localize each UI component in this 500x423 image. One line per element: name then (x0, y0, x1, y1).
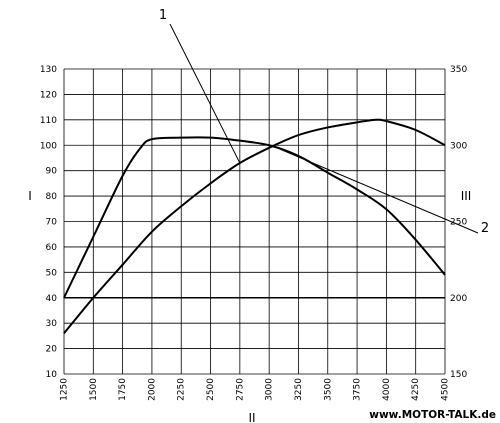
callout-leader-1 (169, 23, 241, 164)
chart-series (63, 118, 446, 334)
x-tick-label: 3250 (294, 378, 304, 401)
y-tick-label: 60 (46, 243, 58, 253)
x-tick-label: 3750 (353, 378, 363, 401)
x-tick-label: 3000 (265, 378, 275, 401)
y2-tick-label: 300 (450, 141, 467, 151)
y-tick-label: 90 (46, 167, 58, 177)
chart-annotations: 12 (159, 8, 489, 236)
y-tick-label: 130 (40, 65, 57, 75)
x-tick-label: 2000 (147, 378, 157, 401)
y2-tick-label: 200 (450, 294, 467, 304)
x-axis-ticks: 1250 1500 1750 2000 2250 2500 2750 3000 3250 3500… (60, 378, 451, 401)
x-tick-label: 2750 (235, 378, 245, 401)
x-tick-label: 2250 (177, 378, 187, 401)
y-tick-label: 120 (40, 90, 57, 100)
x-tick-label: 1250 (60, 378, 70, 401)
y2-tick-label: 150 (450, 370, 467, 380)
y-tick-label: 30 (46, 319, 58, 329)
y-tick-label: 100 (40, 141, 57, 151)
y-tick-label: 50 (46, 268, 58, 278)
y-axis-right-label: III (461, 189, 472, 203)
y-tick-label: 10 (46, 370, 58, 380)
x-tick-label: 3500 (323, 378, 333, 401)
callout-label-1: 1 (159, 8, 167, 23)
y2-tick-label: 350 (450, 65, 467, 75)
callout-leader-2 (280, 149, 479, 234)
watermark-text: www.MOTOR-TALK.de (369, 409, 496, 421)
x-tick-label: 1500 (89, 378, 99, 401)
x-axis-label: II (248, 411, 255, 423)
y-axis-right-ticks: 150 200 250 300 350 (450, 65, 467, 380)
y-tick-label: 110 (40, 116, 57, 126)
y2-tick-label: 250 (450, 218, 467, 228)
series-line-2 (63, 136, 446, 299)
x-tick-label: 4500 (441, 378, 451, 401)
callout-label-2: 2 (481, 221, 489, 236)
x-tick-label: 2500 (206, 378, 216, 401)
x-tick-label: 1750 (118, 378, 128, 401)
y-tick-label: 80 (46, 192, 58, 202)
y-tick-label: 70 (46, 218, 58, 228)
x-tick-label: 4000 (382, 378, 392, 401)
x-tick-label: 4250 (411, 378, 421, 401)
series-line-1 (63, 118, 446, 334)
y-tick-label: 20 (46, 345, 58, 355)
y-axis-left-label: I (28, 189, 32, 203)
y-tick-label: 40 (46, 294, 58, 304)
chart-grid (63, 68, 446, 375)
y-axis-left-ticks: 10 20 30 40 50 60 70 80 90 100 110 120 130 (40, 65, 57, 380)
